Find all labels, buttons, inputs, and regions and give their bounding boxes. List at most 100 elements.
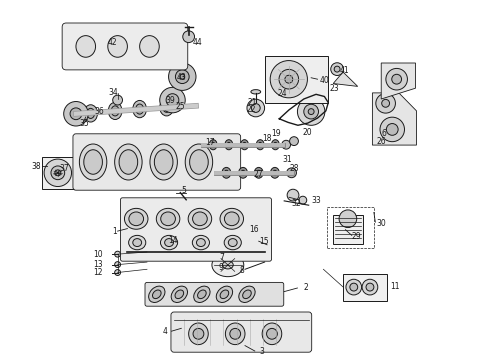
Circle shape	[287, 189, 299, 201]
FancyBboxPatch shape	[171, 312, 312, 352]
Ellipse shape	[239, 286, 255, 302]
Text: 43: 43	[176, 73, 186, 82]
Text: 18: 18	[262, 135, 271, 144]
Ellipse shape	[76, 36, 96, 57]
Circle shape	[270, 60, 307, 98]
Text: 26: 26	[376, 137, 386, 146]
Text: 14: 14	[168, 236, 178, 245]
Ellipse shape	[271, 140, 279, 150]
Ellipse shape	[119, 150, 138, 174]
Ellipse shape	[194, 286, 210, 302]
Circle shape	[115, 270, 121, 275]
Ellipse shape	[270, 167, 279, 178]
Circle shape	[382, 99, 390, 107]
Ellipse shape	[79, 144, 107, 180]
Circle shape	[308, 109, 314, 114]
Ellipse shape	[257, 170, 261, 175]
Bar	[343, 274, 387, 301]
Ellipse shape	[225, 140, 233, 150]
Text: 25: 25	[175, 102, 185, 111]
Circle shape	[350, 283, 358, 291]
Text: 40: 40	[320, 76, 330, 85]
Ellipse shape	[212, 253, 244, 276]
Circle shape	[366, 283, 374, 291]
Circle shape	[339, 210, 357, 228]
Ellipse shape	[212, 143, 215, 147]
Ellipse shape	[84, 105, 98, 122]
Bar	[42, 157, 88, 189]
Ellipse shape	[189, 323, 208, 345]
Polygon shape	[372, 93, 416, 145]
Text: 19: 19	[271, 130, 281, 139]
Ellipse shape	[193, 212, 207, 226]
Circle shape	[380, 117, 404, 142]
Circle shape	[175, 70, 189, 84]
Text: 7: 7	[220, 253, 224, 261]
Ellipse shape	[171, 286, 188, 302]
Ellipse shape	[243, 143, 246, 147]
Text: 10: 10	[93, 250, 103, 258]
Ellipse shape	[175, 290, 184, 298]
Text: 3: 3	[260, 346, 265, 355]
Circle shape	[282, 140, 291, 149]
Ellipse shape	[148, 286, 165, 302]
Circle shape	[44, 159, 72, 186]
Circle shape	[386, 123, 398, 135]
Ellipse shape	[133, 100, 147, 118]
Text: 39: 39	[166, 96, 175, 105]
FancyBboxPatch shape	[145, 282, 284, 306]
Ellipse shape	[124, 208, 148, 229]
Ellipse shape	[254, 167, 263, 178]
Ellipse shape	[156, 208, 180, 229]
Bar	[327, 207, 374, 248]
Text: 36: 36	[95, 107, 104, 116]
Ellipse shape	[216, 286, 233, 302]
Circle shape	[285, 75, 293, 83]
Text: 15: 15	[259, 238, 269, 247]
Ellipse shape	[273, 170, 277, 175]
Text: 4: 4	[163, 327, 168, 336]
Circle shape	[51, 166, 65, 180]
Text: 9: 9	[219, 263, 223, 272]
Ellipse shape	[220, 290, 229, 298]
Text: 28: 28	[290, 164, 299, 173]
Ellipse shape	[197, 290, 206, 298]
Ellipse shape	[243, 290, 251, 298]
FancyBboxPatch shape	[62, 23, 188, 70]
Text: 12: 12	[94, 268, 103, 277]
Circle shape	[115, 262, 121, 267]
Ellipse shape	[150, 144, 177, 180]
Circle shape	[287, 168, 296, 178]
Circle shape	[386, 68, 407, 90]
Ellipse shape	[241, 170, 245, 175]
Ellipse shape	[241, 140, 248, 150]
Ellipse shape	[108, 36, 127, 57]
Ellipse shape	[152, 290, 161, 298]
Circle shape	[299, 196, 307, 204]
Ellipse shape	[136, 104, 144, 114]
Text: 29: 29	[352, 233, 362, 242]
Circle shape	[160, 87, 185, 113]
Text: 33: 33	[311, 197, 321, 206]
Ellipse shape	[227, 143, 231, 147]
Text: 31: 31	[283, 156, 293, 164]
Ellipse shape	[129, 212, 144, 226]
Circle shape	[346, 279, 362, 295]
Circle shape	[362, 279, 378, 295]
Ellipse shape	[87, 108, 95, 118]
Ellipse shape	[222, 167, 231, 178]
Ellipse shape	[267, 328, 277, 339]
Text: 20: 20	[303, 128, 313, 137]
Circle shape	[331, 63, 343, 76]
Text: 6: 6	[381, 130, 386, 139]
Ellipse shape	[209, 140, 217, 150]
Ellipse shape	[256, 140, 264, 150]
Ellipse shape	[185, 144, 213, 180]
Text: 24: 24	[277, 89, 287, 98]
Ellipse shape	[224, 212, 239, 226]
FancyBboxPatch shape	[121, 198, 271, 261]
Circle shape	[70, 108, 82, 120]
Bar	[333, 215, 363, 244]
FancyBboxPatch shape	[73, 134, 241, 190]
Ellipse shape	[193, 235, 210, 250]
